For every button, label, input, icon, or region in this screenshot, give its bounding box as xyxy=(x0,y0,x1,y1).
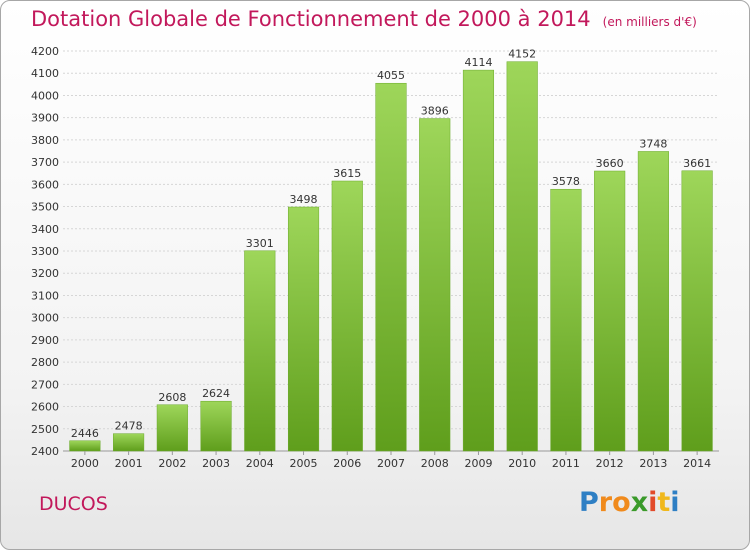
x-tick-label-2001: 2001 xyxy=(115,457,143,470)
bar-2006 xyxy=(331,180,363,452)
bar-2013 xyxy=(637,151,669,452)
y-tick-label: 2800 xyxy=(31,356,59,369)
x-tick-label-2003: 2003 xyxy=(202,457,230,470)
proxiti-logo: Proxiti xyxy=(579,487,680,518)
x-tick-label-2013: 2013 xyxy=(639,457,667,470)
x-tick-label-2002: 2002 xyxy=(158,457,186,470)
value-label-2012: 3660 xyxy=(596,157,624,170)
chart-unit: (en milliers d'€) xyxy=(602,15,697,29)
bar-2001 xyxy=(113,433,145,452)
bar-2009 xyxy=(462,69,495,452)
chart-title-wrap: Dotation Globale de Fonctionnement de 20… xyxy=(31,7,697,31)
x-tick-label-2012: 2012 xyxy=(596,457,624,470)
bar-2003 xyxy=(200,400,232,452)
value-label-2013: 3748 xyxy=(639,137,667,150)
logo-letter: t xyxy=(657,487,671,518)
x-tick-label-2005: 2005 xyxy=(290,457,318,470)
x-tick-label-2014: 2014 xyxy=(683,457,711,470)
logo-letter: P xyxy=(579,487,599,518)
value-label-2001: 2478 xyxy=(115,420,143,433)
value-label-2014: 3661 xyxy=(683,157,711,170)
y-tick-label: 2700 xyxy=(31,378,59,391)
value-label-2011: 3578 xyxy=(552,175,580,188)
value-label-2003: 2624 xyxy=(202,387,230,400)
bar-2014 xyxy=(681,170,713,452)
y-tick-label: 3900 xyxy=(31,112,59,125)
value-label-2009: 4114 xyxy=(464,56,492,69)
value-label-2007: 4055 xyxy=(377,69,405,82)
x-tick-label-2007: 2007 xyxy=(377,457,405,470)
bar-2011 xyxy=(550,188,582,452)
bar-2000 xyxy=(69,440,101,452)
y-tick-label: 3400 xyxy=(31,223,59,236)
logo-letter: i xyxy=(670,487,680,518)
y-tick-label: 3300 xyxy=(31,245,59,258)
value-label-2006: 3615 xyxy=(333,167,361,180)
y-tick-label: 3000 xyxy=(31,312,59,325)
y-tick-label: 3700 xyxy=(31,156,59,169)
value-labels: 2446 2478 2608 2624 3301 3498 3615 4055 3896 4114… xyxy=(71,48,711,440)
y-tick-label: 3500 xyxy=(31,201,59,214)
y-tick-label: 3100 xyxy=(31,289,59,302)
x-axis-ticks: 2000 2001 2002 2003 2004 2005 2006 2007 2008 2009… xyxy=(71,451,711,470)
bars xyxy=(69,61,713,452)
x-tick-label-2010: 2010 xyxy=(508,457,536,470)
logo-letter: x xyxy=(630,487,649,518)
y-tick-label: 3600 xyxy=(31,178,59,191)
y-tick-label: 2400 xyxy=(31,445,59,458)
logo-letter: r xyxy=(598,487,613,518)
y-tick-label: 2600 xyxy=(31,401,59,414)
logo-letter: o xyxy=(612,487,631,518)
x-tick-label-2006: 2006 xyxy=(333,457,361,470)
value-label-2002: 2608 xyxy=(158,391,186,404)
commune-name: DUCOS xyxy=(39,493,108,515)
x-tick-label-2011: 2011 xyxy=(552,457,580,470)
bar-2005 xyxy=(287,206,320,452)
x-tick-label-2000: 2000 xyxy=(71,457,99,470)
y-tick-label: 4000 xyxy=(31,89,59,102)
x-tick-label-2004: 2004 xyxy=(246,457,274,470)
chart-title: Dotation Globale de Fonctionnement de 20… xyxy=(31,7,591,31)
value-label-2000: 2446 xyxy=(71,427,99,440)
bar-2008 xyxy=(419,118,451,452)
value-label-2010: 4152 xyxy=(508,48,536,61)
y-tick-label: 3200 xyxy=(31,267,59,280)
x-tick-label-2008: 2008 xyxy=(421,457,449,470)
bar-2010 xyxy=(506,61,538,452)
x-tick-label-2009: 2009 xyxy=(464,457,492,470)
y-tick-label: 2500 xyxy=(31,423,59,436)
bar-2012 xyxy=(594,170,626,452)
y-tick-label: 4100 xyxy=(31,67,59,80)
bar-2007 xyxy=(375,82,407,452)
bar-2002 xyxy=(156,404,188,452)
y-tick-label: 4200 xyxy=(31,45,59,58)
value-label-2004: 3301 xyxy=(246,237,274,250)
y-tick-label: 3800 xyxy=(31,134,59,147)
value-label-2005: 3498 xyxy=(290,193,318,206)
y-axis-ticks: 2400 2500 2600 2700 2800 2900 3000 3100 3200 3300… xyxy=(31,45,59,458)
value-label-2008: 3896 xyxy=(421,105,449,118)
bar-2004 xyxy=(244,250,276,452)
y-tick-label: 2900 xyxy=(31,334,59,347)
logo-letter: i xyxy=(648,487,658,518)
